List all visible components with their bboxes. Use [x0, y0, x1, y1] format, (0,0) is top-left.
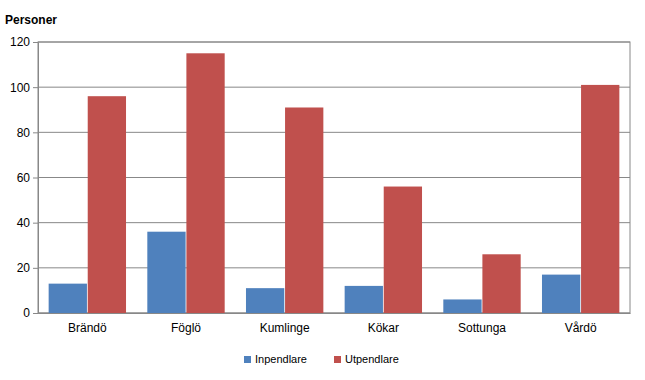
legend: Inpendlare Utpendlare [244, 353, 399, 365]
x-tick-label: Föglö [171, 321, 201, 335]
bar [345, 286, 383, 313]
bar [285, 107, 323, 313]
bar [186, 53, 224, 313]
bar [581, 85, 619, 313]
y-tick: 100 [10, 81, 38, 95]
bar [88, 96, 126, 313]
grid [38, 42, 630, 313]
y-tick-label: 80 [17, 126, 31, 140]
grid-line [38, 222, 630, 223]
bar [482, 254, 520, 313]
y-tick-label: 0 [23, 306, 30, 320]
x-tick: Brändö [68, 313, 107, 335]
bar [443, 299, 481, 313]
x-axis: Brändö Föglö Kumlinge Kökar Sottunga Vårdö [39, 313, 631, 335]
bar [542, 275, 580, 313]
x-tick: Sottunga [458, 313, 506, 335]
x-tick-label: Vårdö [565, 321, 597, 335]
y-tick-mark [33, 268, 38, 269]
bar [49, 284, 87, 313]
y-axis-line [33, 43, 39, 314]
chart: 0 20 40 60 80 100 120 Brändö Föglö Kumlinge Kökar S… [0, 0, 645, 380]
y-tick: 60 [17, 171, 38, 185]
y-tick: 80 [17, 126, 38, 140]
bars [49, 53, 620, 313]
y-tick-label: 120 [10, 35, 30, 49]
x-tick: Föglö [171, 313, 201, 335]
x-tick-label: Kumlinge [260, 321, 310, 335]
y-tick: 40 [17, 216, 38, 230]
grid-line [38, 177, 630, 178]
y-tick-mark [33, 132, 38, 133]
grid-line [38, 132, 630, 133]
y-tick-mark [33, 87, 38, 88]
grid-line [38, 267, 630, 268]
y-tick: 120 [10, 35, 38, 49]
y-tick-label: 100 [10, 81, 30, 95]
y-tick-mark [33, 313, 38, 314]
y-tick-label: 40 [17, 216, 31, 230]
x-tick: Vårdö [565, 313, 597, 335]
y-tick: 0 [23, 306, 38, 320]
x-tick-label: Sottunga [458, 321, 506, 335]
legend-swatch [244, 356, 251, 363]
x-tick-label: Brändö [68, 321, 107, 335]
y-tick: 20 [17, 261, 38, 275]
y-axis-title: Personer [5, 13, 57, 27]
y-tick-label: 60 [17, 171, 31, 185]
legend-label: Inpendlare [255, 353, 307, 365]
y-tick-mark [33, 42, 38, 43]
y-tick-label: 20 [17, 261, 31, 275]
bar [384, 187, 422, 313]
legend-label: Utpendlare [345, 353, 399, 365]
grid-line [38, 87, 630, 88]
bar [147, 232, 185, 313]
plot-frame [38, 42, 630, 313]
x-tick: Kökar [368, 313, 399, 335]
bar [246, 288, 284, 313]
y-tick-mark [33, 178, 38, 179]
legend-swatch [334, 356, 341, 363]
x-tick: Kumlinge [260, 313, 310, 335]
x-axis-line [39, 313, 631, 314]
y-axis: 0 20 40 60 80 100 120 [10, 35, 39, 320]
x-tick-label: Kökar [368, 321, 399, 335]
y-tick-mark [33, 223, 38, 224]
